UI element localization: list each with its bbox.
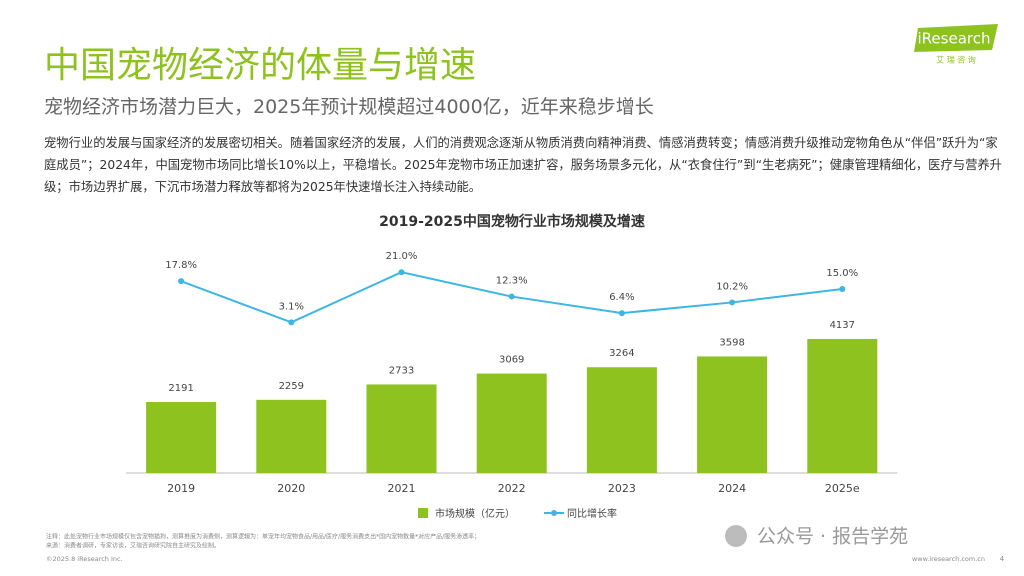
line-label: 12.3%: [496, 276, 528, 287]
line-label: 21.0%: [386, 251, 418, 262]
x-tick-label: 2022: [498, 482, 526, 495]
bar-label: 3264: [609, 348, 634, 359]
legend-swatch: [418, 508, 428, 518]
watermark: 公众号 · 报告学苑: [757, 526, 908, 548]
logo-subtitle: 艾 瑞 咨 询: [936, 55, 976, 65]
x-tick-label: 2019: [167, 482, 195, 495]
bar: [476, 373, 547, 473]
chart-title: 2019-2025中国宠物行业市场规模及增速: [379, 213, 645, 230]
line-point: [839, 286, 846, 292]
line-label: 3.1%: [279, 301, 304, 312]
page-number: 4: [1000, 555, 1005, 563]
bar-label: 2191: [168, 383, 193, 394]
bar: [586, 367, 657, 473]
line-label: 10.2%: [716, 281, 748, 292]
bar-label: 2259: [279, 381, 304, 392]
slide-title: 中国宠物经济的体量与增速: [44, 45, 477, 86]
source: 来源：消费者调研，专家访谈，艾瑞咨询研究院自主研究及绘制。: [46, 542, 220, 550]
bar-label: 4137: [830, 320, 855, 331]
bar-label: 3069: [499, 355, 524, 366]
copyright: ©2025.8 iResearch Inc.: [46, 555, 123, 563]
line-label: 6.4%: [609, 292, 634, 303]
line-label: 17.8%: [165, 260, 197, 271]
watermark-icon: [725, 525, 747, 547]
bar: [807, 338, 878, 473]
legend-label: 同比增长率: [567, 507, 617, 520]
slide-subtitle: 宠物经济市场潜力巨大，2025年预计规模超过4000亿，近年来稳步增长: [44, 96, 654, 118]
x-tick-label: 2020: [277, 482, 305, 495]
note: 注释：此处宠物行业市场规模仅包含宠物猫狗，测算推度为消费侧，测算逻辑为：单宠年均…: [46, 533, 480, 541]
line-point: [288, 319, 295, 326]
x-tick-label: 2025e: [825, 482, 860, 495]
line-point: [398, 269, 405, 276]
x-tick-label: 2024: [718, 482, 746, 495]
x-tick-label: 2021: [388, 482, 416, 495]
legend-swatch: [551, 510, 557, 516]
body-paragraph: 宠物行业的发展与国家经济的发展密切相关。随着国家经济的发展，人们的消费观念逐渐从…: [44, 136, 1002, 194]
bar: [366, 384, 437, 473]
website: www.iresearch.com.cn: [912, 555, 985, 563]
line-label: 15.0%: [826, 268, 858, 279]
logo-shape: [914, 24, 998, 52]
line-point: [508, 293, 515, 300]
bar: [697, 356, 768, 473]
legend-label: 市场规模（亿元）: [435, 507, 515, 520]
bar-label: 3598: [719, 337, 744, 348]
bar: [146, 402, 217, 473]
line-point: [729, 299, 736, 306]
line-point: [618, 310, 625, 317]
bar: [256, 399, 327, 473]
line-point: [178, 278, 185, 285]
logo: iResearch: [918, 30, 991, 48]
x-tick-label: 2023: [608, 482, 636, 495]
bar-label: 2733: [389, 365, 414, 376]
